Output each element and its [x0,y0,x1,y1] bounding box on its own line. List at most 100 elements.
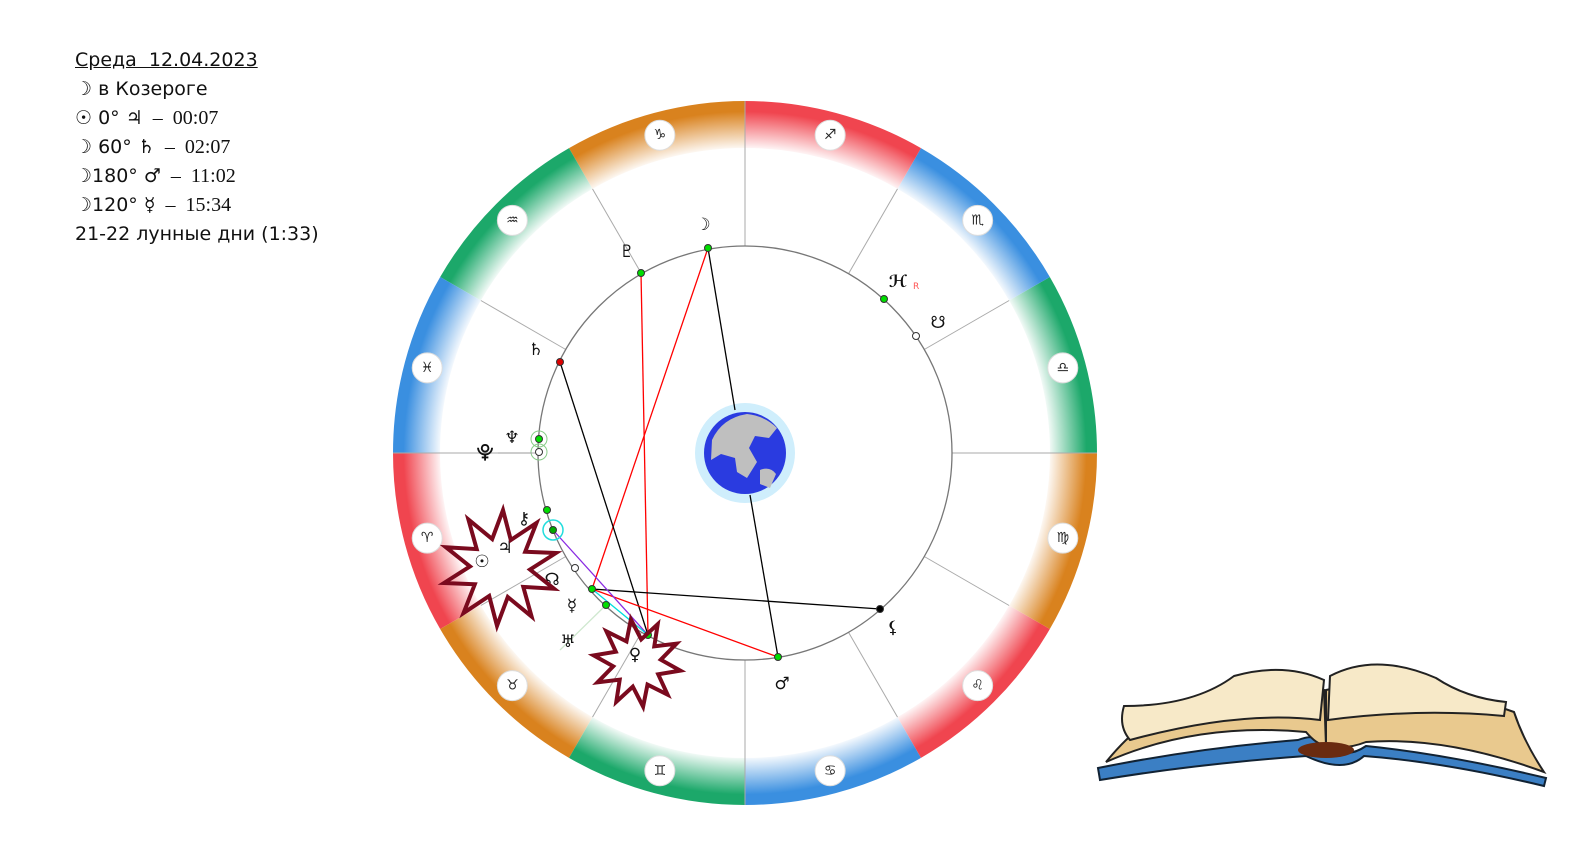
moon-sign-line: ☽ в Козероге [75,75,319,104]
aspect-angle: 180° [92,165,144,187]
sign-badge [411,352,443,384]
planet-icon: ☽ [75,194,93,216]
aspect-time: – 15:34 [155,194,232,216]
aspect-time: – 00:07 [142,107,219,129]
house-line [592,188,642,274]
sign-badge [962,204,994,236]
house-line [480,300,566,350]
lilith-icon: ⚸ [887,618,899,638]
uranus_r-point [880,295,888,303]
pluto-alt-icon: ⯓ [477,443,494,463]
aspect-angle: 60° [92,136,138,158]
zodiac-sign-icon: ♈ [421,530,434,546]
north_node-point [571,564,579,572]
aspect-line: ☽180° ♂ – 11:02 [75,162,319,191]
house-line [848,632,898,718]
uranus-point [602,601,610,609]
planet-icon: ☿ [143,194,156,216]
retrograde-mark: R [913,282,919,292]
aspect-line [559,604,607,651]
planet-icon: ♄ [137,136,155,158]
neptune-point [535,435,543,443]
aspect-time: – 02:07 [154,136,231,158]
highlight-ring [542,519,564,541]
pluto-point [637,269,645,277]
planet-icon: ♃ [125,107,143,129]
lunar-days: 21-22 лунные дни (1:33) [75,223,319,245]
conjunction-ring [530,443,548,461]
conjunction-ring [530,430,548,448]
zodiac-sign-icon: ♉ [506,678,519,694]
aspect-line [591,247,709,590]
mars-point [774,653,782,661]
sign-badge [644,755,676,787]
zodiac-sign-icon: ♑ [654,127,667,143]
jupiter-icon: ♃ [497,538,512,558]
book-illustration [1096,663,1548,788]
sign-badge [814,119,846,151]
sun-icon: ☉ [474,552,489,572]
star-burst [437,503,563,633]
sign-badge [644,119,676,151]
zodiac-sign-icon: ♒ [506,212,519,228]
moon-point [704,244,712,252]
zodiac-sign-icon: ♍ [1057,530,1070,546]
aspect-line [559,361,649,636]
sign-badge [496,204,528,236]
house-line [924,556,1010,606]
moon-icon: ☽ [75,78,93,100]
moon-icon: ☽ [695,215,710,235]
saturn-icon: ♄ [528,340,543,360]
zodiac-sign-icon: ♓ [421,360,434,376]
date-title: Среда 12.04.2023 [75,49,258,71]
house-line [592,632,642,718]
aspect-angle: 120° [92,194,144,216]
aspect-time: – 11:02 [160,165,236,187]
zodiac-sign-icon: ♊ [654,763,667,779]
lilith-point [876,605,884,613]
aspect-line [591,588,779,658]
zodiac-sign-icon: ♋ [824,763,837,779]
star-burst [587,613,687,713]
sign-badge [962,670,994,702]
sign-badge [1047,522,1079,554]
aspect-line: ☉ 0° ♃ – 00:07 [75,104,319,133]
aspect-line: ☽ 60° ♄ – 02:07 [75,133,319,162]
neptune-icon: ♆ [504,428,519,448]
aspect-line [591,588,649,636]
house-line [924,300,1010,350]
planet-icon: ☽ [75,165,93,187]
sign-badge [1047,352,1079,384]
aspect-line [591,588,881,610]
sign-badge [496,670,528,702]
zodiac-sign-icon: ♏ [971,212,984,228]
mars-icon: ♂ [774,674,789,694]
south_node-point [912,332,920,340]
day-info: Среда 12.04.2023 ☽ в Козероге ☉ 0° ♃ – 0… [75,46,319,249]
planet-icon: ☽ [75,136,93,158]
aspect-angle: 0° [92,107,126,129]
zodiac-sign-icon: ♎ [1057,360,1070,376]
aspect-line [749,494,779,658]
planet-icon: ♂ [143,165,161,187]
pluto_alt-point [535,448,543,456]
saturn-point [556,358,564,366]
mercury-glyph-icon: ☿ [567,596,577,616]
jupiter-point [549,526,557,534]
house-line [480,556,566,606]
pluto-icon: ♇ [619,242,634,262]
sign-badge [814,755,846,787]
moon-sign-text: в Козероге [92,78,208,100]
zodiac-sign-icon: ♌ [971,678,984,694]
aspect-line [640,272,649,636]
earth-icon [695,403,795,503]
aspect-line [707,247,736,411]
aspect-line [552,529,649,636]
aspect-line: ☽120° ☿ – 15:34 [75,191,319,220]
star-highlights [437,503,687,713]
house-lines [393,101,1097,805]
planets: ☽♇♄♆⯓⚷♃☉☊☿♅♀♂⚸ℋ☋R [474,215,945,694]
south-node-icon: ☋ [930,313,945,333]
planet-icon: ☉ [75,107,93,129]
